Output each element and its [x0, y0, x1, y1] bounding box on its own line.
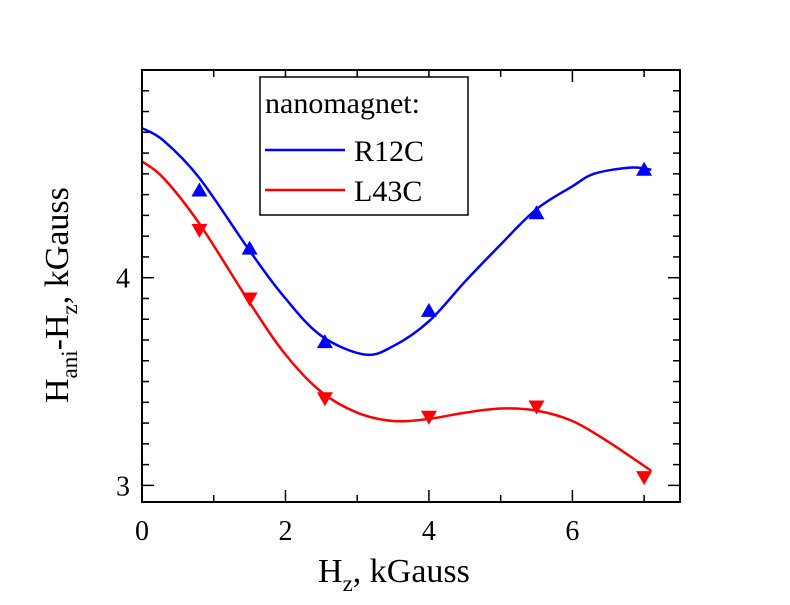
marker-l43c-2 — [316, 392, 333, 407]
y-axis-title-h1: H — [39, 378, 76, 403]
y-tick-label-4: 4 — [116, 264, 130, 295]
legend-label-l43c: L43C — [354, 175, 422, 208]
x-axis-title: Hz, kGauss — [318, 553, 470, 596]
legend-box — [259, 76, 469, 216]
marker-l43c-3 — [420, 410, 437, 425]
x-axis-title-main: H — [318, 553, 343, 590]
x-tick-label-4: 4 — [422, 516, 436, 547]
x-tick-label-2: 2 — [278, 516, 292, 547]
x-axis-title-rest: , kGauss — [353, 553, 470, 590]
plot-frame — [141, 69, 681, 503]
legend-title: nanomagnet: — [265, 87, 420, 120]
marker-l43c-0 — [191, 223, 208, 238]
marker-l43c-4 — [528, 400, 545, 415]
y-axis-title-sub2: z — [57, 304, 82, 314]
series-line-l43c — [141, 160, 652, 472]
marker-r12c-3 — [420, 302, 437, 317]
marker-r12c-5 — [636, 161, 653, 176]
tick-layer: 0 2 4 6 3 4 — [116, 70, 680, 547]
y-axis-title-rest: , kGauss — [39, 187, 76, 304]
x-tick-label-6: 6 — [565, 516, 579, 547]
marker-r12c-4 — [528, 205, 545, 220]
legend-label-r12c: R12C — [354, 135, 424, 168]
y-axis-title-sub1: ani — [57, 350, 82, 378]
marker-l43c-5 — [636, 471, 653, 486]
marker-r12c-2 — [316, 334, 333, 349]
y-axis-title: Hani-Hz, kGauss — [39, 187, 82, 403]
x-tick-label-0: 0 — [135, 516, 149, 547]
y-axis-title-mid: -H — [39, 314, 76, 350]
marker-r12c-0 — [191, 182, 208, 197]
x-axis-title-sub: z — [343, 571, 353, 596]
marker-r12c-1 — [241, 240, 258, 255]
legend: nanomagnet: R12C L43C — [259, 76, 469, 216]
series-line-r12c — [141, 127, 652, 357]
y-tick-label-3: 3 — [116, 471, 130, 502]
marker-l43c-1 — [241, 292, 258, 307]
marker-layer — [191, 161, 653, 486]
series-layer — [141, 127, 652, 472]
